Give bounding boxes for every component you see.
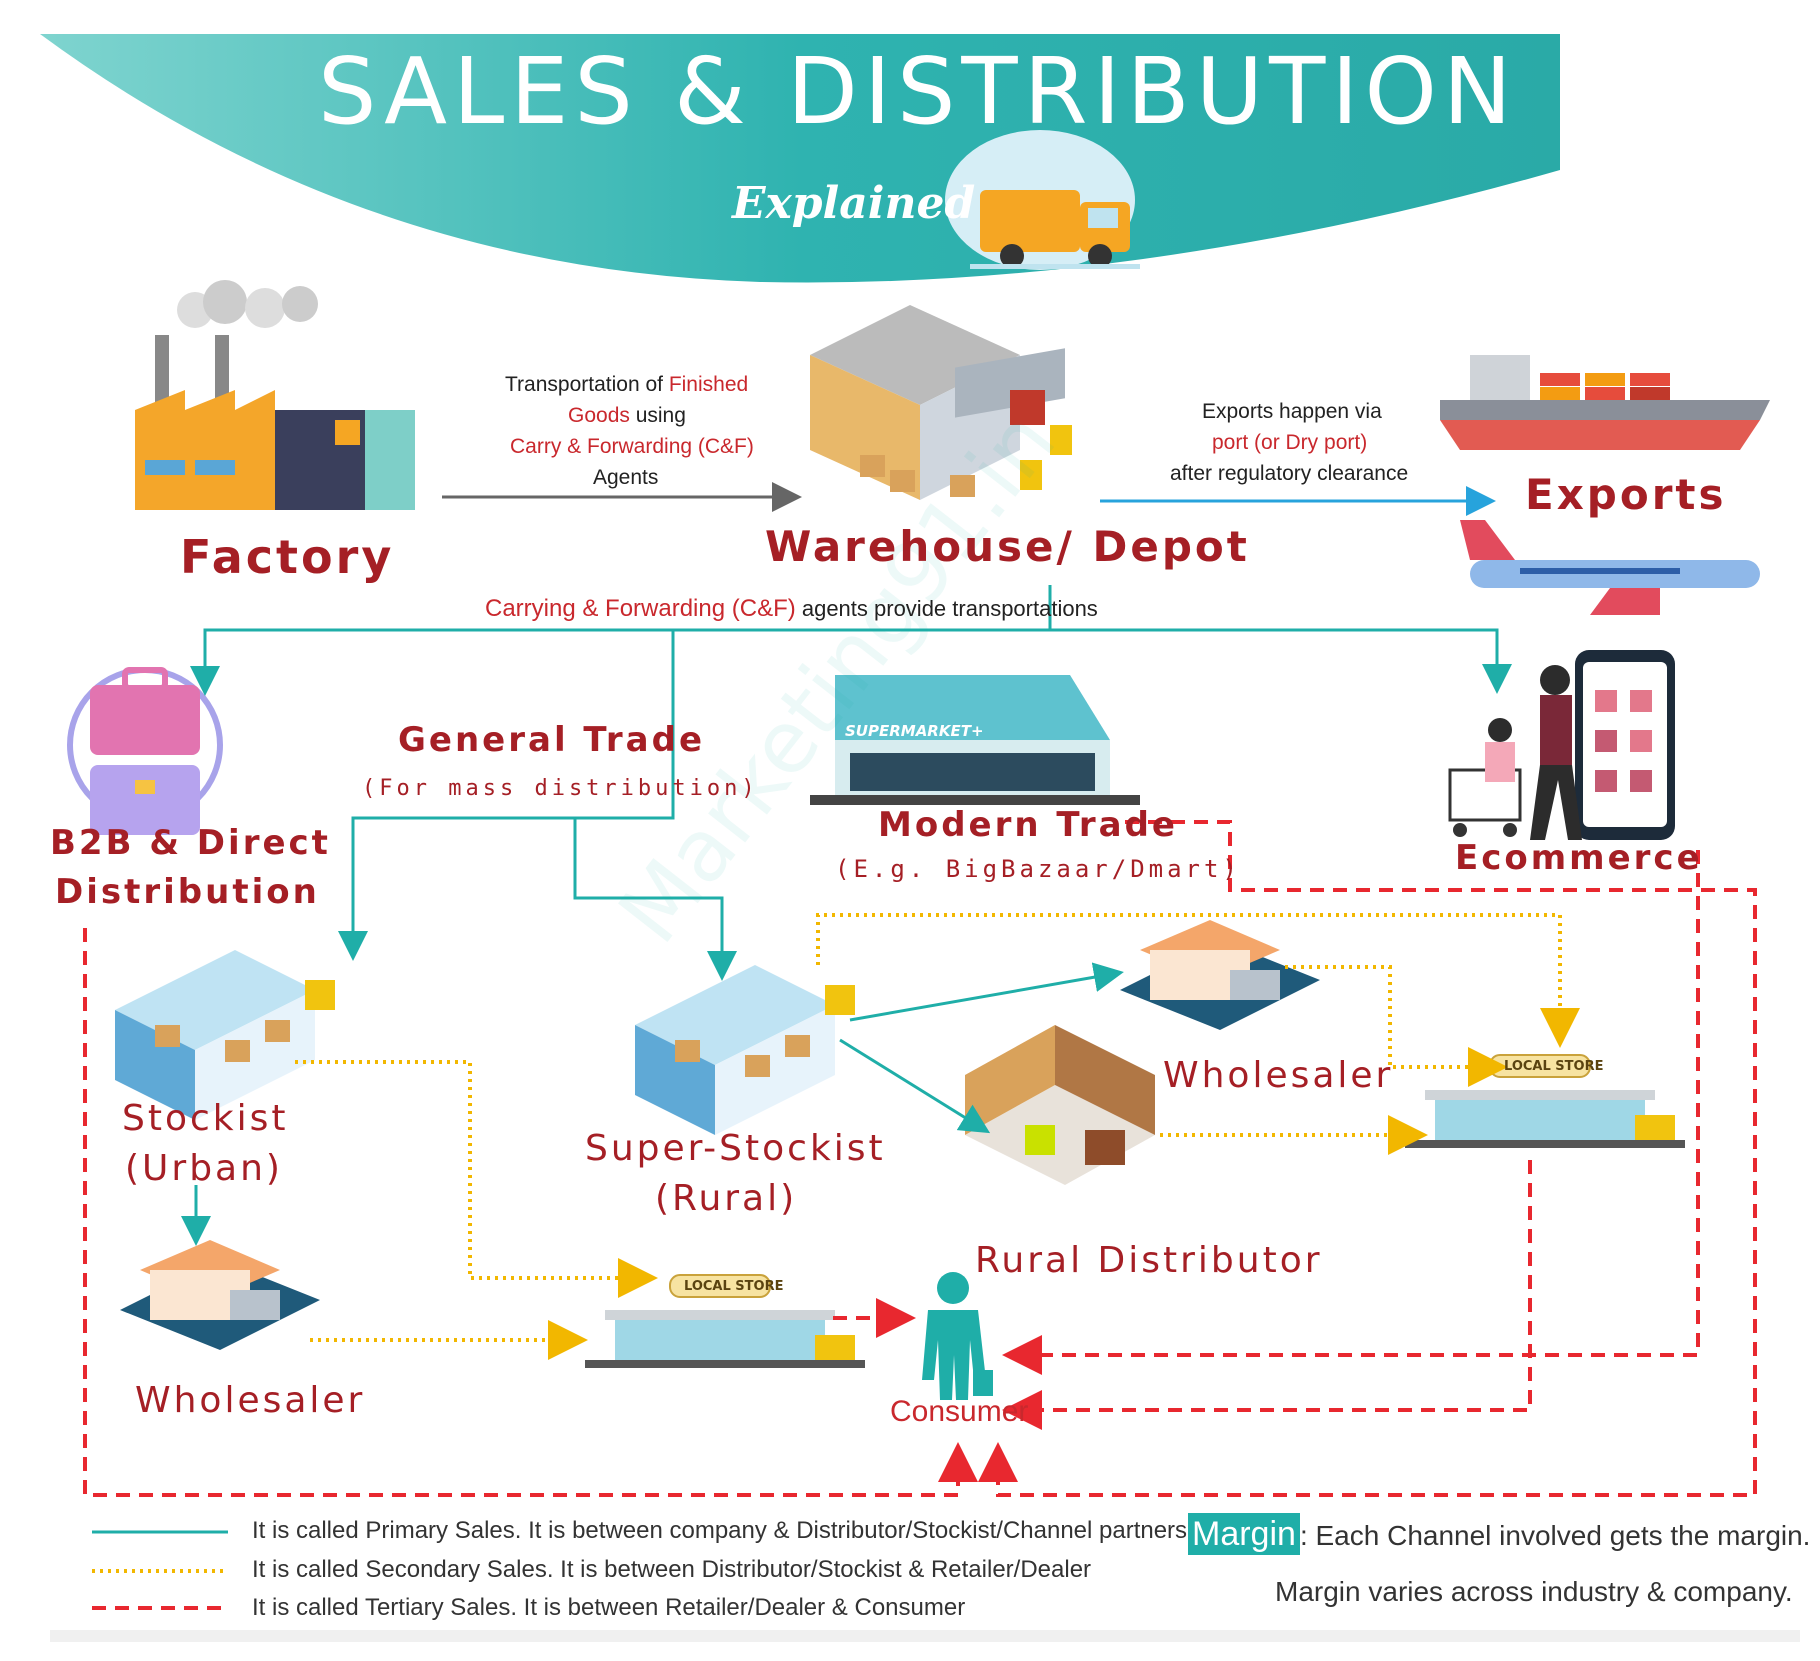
legend-tertiary-text: It is called Tertiary Sales. It is betwe… <box>252 1594 966 1621</box>
local-store-sign-right: LOCAL STORE <box>1504 1059 1604 1074</box>
ecommerce-illustration <box>1448 650 1675 840</box>
rural-distributor-illustration <box>965 1025 1155 1185</box>
page-subtitle: Explained <box>732 178 976 229</box>
page-title: SALES & DISTRIBUTION <box>318 38 1518 145</box>
factory-illustration <box>135 280 415 510</box>
rural-distributor-label: Rural Distributor <box>975 1240 1323 1281</box>
b2b-briefcase-illustration <box>67 667 223 835</box>
consumer-label: Consumer <box>890 1395 1029 1428</box>
exports-label: Exports <box>1525 470 1727 519</box>
margin-note-text: : Each Channel involved gets the margin. <box>1299 1520 1811 1551</box>
footer-strip <box>50 1630 1800 1642</box>
transport-note-line2: Goods using <box>568 404 686 428</box>
general-trade-sublabel: (For mass distribution) <box>362 776 759 801</box>
super-stockist-label-line2: (Rural) <box>655 1178 798 1219</box>
transport-note-highlight: Goods <box>568 404 630 427</box>
margin-badge: Margin <box>1188 1513 1300 1555</box>
modern-trade-label: Modern Trade <box>878 805 1178 845</box>
margin-note-line1: Margin: Each Channel involved gets the m… <box>1188 1513 1811 1555</box>
cf-note: Carrying & Forwarding (C&F) agents provi… <box>485 595 1098 623</box>
wholesaler-shop-illustration <box>1120 920 1320 1030</box>
super-stockist-label-line1: Super-Stockist <box>585 1128 886 1169</box>
stockist-warehouse-illustration <box>115 950 335 1120</box>
title-banner <box>40 34 1560 283</box>
exports-note-line2: port (or Dry port) <box>1212 431 1368 454</box>
warehouse-illustration <box>810 305 1072 500</box>
local-store-illustration <box>585 1274 865 1368</box>
wholesaler-shop-illustration <box>120 1240 320 1350</box>
transport-note-line1: Transportation of Finished <box>505 373 748 397</box>
delivery-truck-icon <box>945 130 1140 270</box>
b2b-label-line1: B2B & Direct <box>50 823 331 863</box>
consumer-icon <box>922 1272 993 1400</box>
general-trade-label: General Trade <box>398 720 705 760</box>
cf-note-text: agents provide transportations <box>795 596 1098 621</box>
tertiary-sales-lines <box>83 820 1757 1497</box>
cf-note-highlight: Carrying & Forwarding (C&F) <box>485 595 796 622</box>
warehouse-label: Warehouse/ Depot <box>765 522 1250 571</box>
super-stockist-warehouse-illustration <box>635 965 855 1135</box>
legend-secondary-text: It is called Secondary Sales. It is betw… <box>252 1556 1092 1583</box>
wholesaler-left-label: Wholesaler <box>135 1380 366 1421</box>
stockist-label-line2: (Urban) <box>125 1148 283 1189</box>
transport-note-text: using <box>629 404 686 427</box>
local-store-illustration <box>1405 1054 1685 1148</box>
b2b-label-line2: Distribution <box>55 872 320 912</box>
factory-label: Factory <box>180 530 395 584</box>
local-store-sign-left: LOCAL STORE <box>684 1279 784 1294</box>
transport-note-line4: Agents <box>593 466 659 489</box>
supermarket-sign: SUPERMARKET+ <box>845 722 984 740</box>
supermarket-illustration <box>810 675 1140 805</box>
stockist-label-line1: Stockist <box>122 1098 289 1139</box>
ecommerce-label: Ecommerce <box>1455 838 1703 878</box>
legend-primary-text: It is called Primary Sales. It is betwee… <box>252 1517 1188 1544</box>
primary-sales-lines <box>181 585 1512 1246</box>
transport-note-highlight: Finished <box>668 373 749 396</box>
transport-note-line3: Carry & Forwarding (C&F) <box>510 435 754 458</box>
airplane-illustration <box>1460 520 1760 615</box>
exports-note-line1: Exports happen via <box>1202 400 1382 423</box>
modern-trade-sublabel: (E.g. BigBazaar/Dmart) <box>835 855 1241 883</box>
exports-note-line3: after regulatory clearance <box>1170 462 1409 485</box>
cargo-ship-illustration <box>1440 355 1770 450</box>
secondary-sales-lines <box>295 913 1580 1360</box>
margin-note-line2: Margin varies across industry & company. <box>1275 1576 1793 1607</box>
transport-note-text: Transportation of <box>505 373 669 396</box>
wholesaler-right-label: Wholesaler <box>1163 1055 1394 1096</box>
